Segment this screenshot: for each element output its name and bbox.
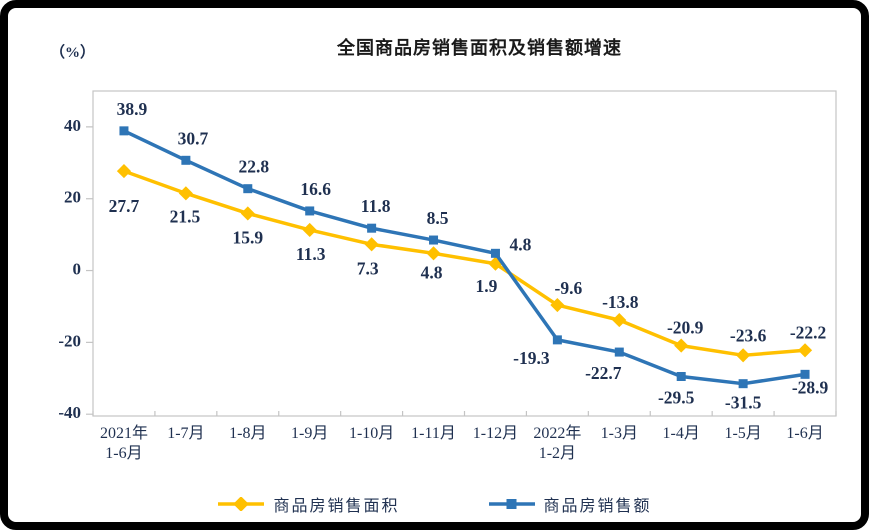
data-point-diamond xyxy=(674,338,689,353)
data-label: 21.5 xyxy=(170,206,201,226)
data-label: 15.9 xyxy=(232,227,263,247)
y-tick-label: -40 xyxy=(58,403,81,422)
x-tick-label: 1-7月 xyxy=(167,425,204,442)
data-label: -22.2 xyxy=(790,322,826,342)
data-point-square xyxy=(552,335,562,345)
series-line-sales-amount xyxy=(123,129,806,386)
data-label: 7.3 xyxy=(357,258,379,278)
data-point-square xyxy=(367,223,377,233)
legend-item-sales-area: 商品房销售面积 xyxy=(217,492,399,516)
data-point-diamond xyxy=(550,297,565,313)
data-label: 4.8 xyxy=(421,262,443,282)
x-tick-label: 1-9月 xyxy=(291,425,328,442)
data-point-square xyxy=(800,369,810,379)
data-point-diamond xyxy=(178,186,193,201)
x-tick-label: 1-4月 xyxy=(663,425,700,442)
data-point-square xyxy=(429,235,439,245)
x-tick-label: 1-2月 xyxy=(539,445,576,462)
chart-legend: 商品房销售面积 商品房销售额 xyxy=(8,492,861,516)
legend-item-sales-amount: 商品房销售额 xyxy=(488,492,652,516)
data-point-square xyxy=(119,126,129,136)
x-tick-label: 1-6月 xyxy=(105,445,142,462)
data-label: 30.7 xyxy=(178,128,209,148)
y-axis-unit-label: （%） xyxy=(50,45,96,61)
data-point-square xyxy=(243,184,253,194)
data-label: 16.6 xyxy=(300,179,331,199)
x-tick-label: 1-10月 xyxy=(349,425,394,442)
y-tick-label: 0 xyxy=(73,259,82,278)
data-label: 1.9 xyxy=(476,276,498,296)
y-tick-label: 40 xyxy=(64,116,81,135)
line-chart: 40 20 0 -20 -40 2021年 1-6月 1-7月 1-8月 1-9月 1-10月 1-1… xyxy=(58,90,837,462)
data-point-square xyxy=(305,206,315,216)
x-tick-label: 1-12月 xyxy=(473,425,518,442)
data-label: 8.5 xyxy=(427,208,449,228)
data-label: -20.9 xyxy=(667,318,704,338)
x-tick-label: 1-5月 xyxy=(724,425,761,442)
data-point-square xyxy=(181,155,191,165)
data-point-square xyxy=(676,371,686,381)
data-point-diamond xyxy=(736,348,751,363)
data-point-diamond xyxy=(426,246,441,261)
data-point-square xyxy=(614,347,624,357)
x-tick-label: 1-11月 xyxy=(411,425,456,442)
data-label: 27.7 xyxy=(109,196,140,216)
data-label: 4.8 xyxy=(510,234,532,254)
data-point-diamond xyxy=(116,164,132,179)
data-label: -13.8 xyxy=(602,292,639,312)
data-label: -23.6 xyxy=(730,325,767,345)
legend-label-sales-amount: 商品房销售额 xyxy=(543,498,652,515)
data-label: -29.5 xyxy=(658,388,695,408)
data-label: -19.3 xyxy=(513,348,550,368)
data-point-diamond xyxy=(364,237,379,252)
data-label: -22.7 xyxy=(585,363,622,383)
data-label: 11.8 xyxy=(361,196,391,216)
legend-label-sales-area: 商品房销售面积 xyxy=(273,498,400,515)
data-label: -31.5 xyxy=(725,393,762,413)
data-label: -28.9 xyxy=(792,377,829,397)
x-tick-label: 2021年 xyxy=(100,424,148,442)
blue-square-line-icon xyxy=(488,499,535,509)
data-point-diamond xyxy=(797,343,813,358)
x-tick-label: 1-6月 xyxy=(786,425,823,442)
yellow-diamond-line-icon xyxy=(218,497,265,511)
data-point-diamond xyxy=(240,206,255,221)
x-tick-label: 1-8月 xyxy=(229,425,266,442)
series-line-sales-area xyxy=(123,169,806,358)
y-tick-label: 20 xyxy=(64,188,81,207)
data-point-square xyxy=(738,379,748,389)
data-label: -9.6 xyxy=(555,278,583,298)
data-point-diamond xyxy=(612,313,627,328)
x-tick-label: 2022年 xyxy=(533,424,581,442)
data-label: 22.8 xyxy=(238,157,269,177)
x-tick-label: 1-3月 xyxy=(601,425,638,442)
data-point-diamond xyxy=(302,222,317,238)
data-point-square xyxy=(490,248,500,258)
data-label: 38.9 xyxy=(117,99,148,119)
chart-title: 全国商品房销售面积及销售额增速 xyxy=(337,38,622,58)
data-label: 11.3 xyxy=(296,244,326,264)
y-tick-label: -20 xyxy=(58,331,81,350)
